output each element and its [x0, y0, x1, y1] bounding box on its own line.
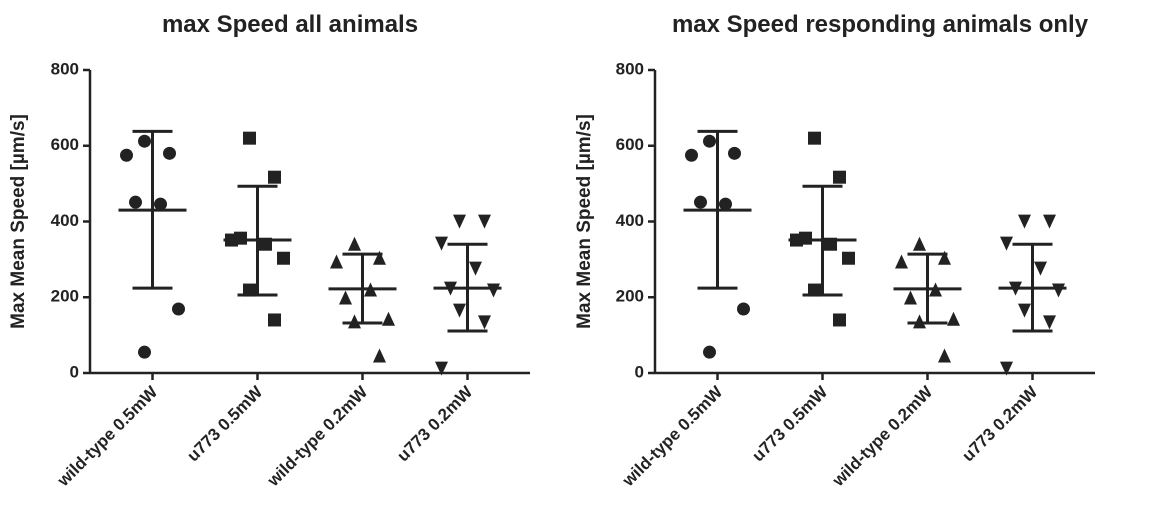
data-point: [234, 231, 247, 245]
data-point: [1000, 361, 1013, 376]
data-point: [1018, 214, 1031, 229]
data-point: [382, 311, 395, 326]
x-tick-label: u773 0.5mW: [183, 382, 267, 466]
data-point: [243, 131, 256, 145]
data-point: [799, 231, 812, 245]
x-tick-label: wild-type 0.5mW: [53, 382, 162, 491]
data-point: [268, 313, 281, 327]
data-point: [330, 254, 343, 269]
data-point: [339, 290, 352, 305]
data-point: [435, 361, 448, 376]
y-tick-label: 0: [70, 362, 79, 381]
data-point: [694, 195, 707, 209]
data-point: [348, 314, 361, 329]
y-tick-label: 600: [51, 135, 79, 154]
data-point: [808, 131, 821, 145]
data-point: [913, 236, 926, 251]
data-point: [1052, 283, 1065, 298]
y-tick-label: 800: [616, 59, 644, 78]
data-point: [703, 134, 716, 148]
data-point: [703, 345, 716, 359]
data-point: [243, 283, 256, 297]
data-point: [929, 282, 942, 297]
data-point: [808, 283, 821, 297]
y-tick-label: 0: [635, 362, 644, 381]
x-tick-label: wild-type 0.2mW: [263, 382, 372, 491]
y-axis-label: Max Mean Speed [µm/s]: [8, 114, 29, 329]
data-point: [129, 195, 142, 209]
data-point: [1018, 303, 1031, 318]
data-point: [259, 237, 272, 251]
chart-title: max Speed responding animals only: [672, 11, 1089, 38]
data-point: [478, 315, 491, 330]
data-point: [348, 236, 361, 251]
data-point: [1009, 281, 1022, 296]
data-point: [833, 313, 846, 327]
y-tick-label: 200: [616, 287, 644, 306]
chart-panel: max Speed responding animals only Max Mea…: [574, 11, 1095, 491]
data-point: [938, 250, 951, 265]
data-point: [938, 348, 951, 363]
data-point: [728, 146, 741, 160]
data-point: [904, 290, 917, 305]
data-point: [947, 311, 960, 326]
data-point: [172, 302, 185, 316]
data-point: [478, 214, 491, 229]
data-point: [120, 148, 133, 162]
data-point: [453, 214, 466, 229]
data-point: [685, 148, 698, 162]
x-tick-label: wild-type 0.2mW: [828, 382, 937, 491]
data-point: [154, 197, 167, 211]
data-point: [373, 250, 386, 265]
y-tick-label: 400: [616, 211, 644, 230]
data-point: [1043, 214, 1056, 229]
data-point: [1043, 315, 1056, 330]
data-point: [138, 345, 151, 359]
data-point: [842, 251, 855, 265]
data-point: [453, 303, 466, 318]
y-axis-label: Max Mean Speed [µm/s]: [574, 114, 595, 329]
data-point: [364, 282, 377, 297]
y-tick-label: 600: [616, 135, 644, 154]
data-point: [138, 134, 151, 148]
data-point: [824, 237, 837, 251]
chart-panel: max Speed all animals Max Mean Speed [µm/…: [8, 11, 530, 491]
x-tick-label: u773 0.5mW: [748, 382, 832, 466]
data-point: [435, 236, 448, 251]
data-point: [833, 170, 846, 184]
data-point: [373, 348, 386, 363]
data-point: [895, 254, 908, 269]
data-point: [487, 283, 500, 298]
data-point: [719, 197, 732, 211]
x-tick-label: wild-type 0.5mW: [618, 382, 727, 491]
data-point: [469, 261, 482, 276]
data-point: [444, 281, 457, 296]
y-tick-label: 800: [51, 59, 79, 78]
data-point: [913, 314, 926, 329]
data-point: [277, 251, 290, 265]
data-point: [1000, 236, 1013, 251]
chart-title: max Speed all animals: [162, 11, 418, 38]
x-tick-label: u773 0.2mW: [393, 382, 477, 466]
data-point: [1034, 261, 1047, 276]
data-point: [737, 302, 750, 316]
data-point: [163, 146, 176, 160]
data-point: [268, 170, 281, 184]
x-tick-label: u773 0.2mW: [958, 382, 1042, 466]
y-tick-label: 400: [51, 211, 79, 230]
y-tick-label: 200: [51, 287, 79, 306]
